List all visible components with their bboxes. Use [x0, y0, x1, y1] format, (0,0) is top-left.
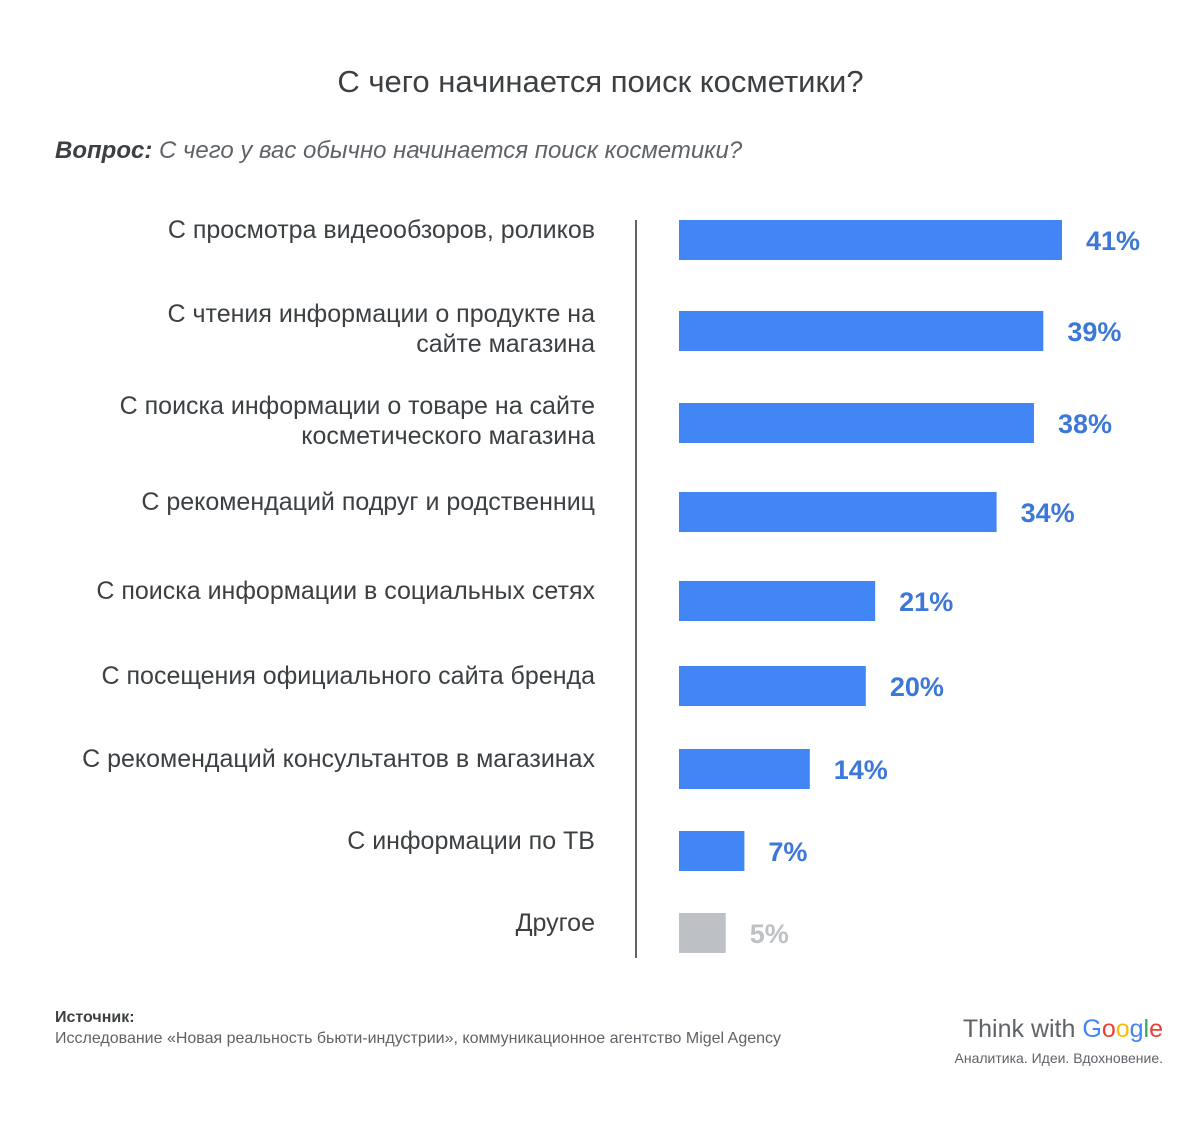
category-label: С рекомендаций подруг и родственниц	[141, 488, 595, 516]
brand-google-letter: o	[1101, 1015, 1116, 1043]
category-label: С информации по ТВ	[347, 827, 595, 855]
bar	[679, 403, 1034, 443]
value-label: 41%	[1086, 226, 1140, 256]
bar	[679, 913, 726, 953]
brand-block: Think with Google Аналитика. Идеи. Вдохн…	[955, 1015, 1163, 1066]
value-label: 39%	[1067, 317, 1121, 347]
value-label: 5%	[750, 919, 789, 949]
question-text: Вопрос: С чего у вас обычно начинается п…	[55, 137, 742, 165]
brand-tagline: Аналитика. Идеи. Вдохновение.	[954, 1050, 1163, 1066]
source-heading: Источник:	[55, 1009, 135, 1026]
brand-google-letter: e	[1149, 1015, 1163, 1043]
brand-google-letter: l	[1143, 1015, 1150, 1043]
category-label: С просмотра видеообзоров, роликов	[168, 216, 595, 244]
bar-chart: 41% С просмотра видеообзоров, роликов 39% С…	[82, 216, 1140, 958]
bar	[679, 831, 745, 871]
category-label: С поиска информации о товаре на сайте	[120, 392, 595, 420]
bar	[679, 492, 997, 532]
brand-prefix: Think with	[962, 1015, 1083, 1043]
value-label: 38%	[1058, 409, 1112, 439]
value-label: 20%	[890, 672, 944, 702]
category-label: С рекомендаций консультантов в магазинах	[82, 745, 595, 773]
category-label: сайте магазина	[416, 330, 595, 358]
question-body: С чего у вас обычно начинается поиск кос…	[152, 137, 743, 164]
brand-google-letter: G	[1082, 1015, 1102, 1043]
value-label: 34%	[1021, 498, 1075, 528]
category-label: С поиска информации в социальных сетях	[96, 577, 595, 605]
category-label: С чтения информации о продукте на	[168, 300, 596, 328]
source-text: Исследование «Новая реальность бьюти-инд…	[55, 1030, 782, 1047]
value-label: 14%	[834, 755, 888, 785]
category-label: косметического магазина	[301, 422, 595, 450]
brand-google-letter: o	[1115, 1015, 1130, 1043]
question-prefix: Вопрос:	[55, 137, 153, 164]
category-label: С посещения официального сайта бренда	[102, 662, 596, 690]
value-label: 21%	[899, 587, 953, 617]
category-label: Другое	[516, 909, 595, 937]
bar	[679, 581, 876, 621]
bar	[679, 749, 810, 789]
bar	[679, 666, 866, 706]
value-label: 7%	[768, 837, 807, 867]
source-block: Источник: Исследование «Новая реальность…	[55, 1007, 795, 1049]
bars-group: 41% С просмотра видеообзоров, роликов 39% С…	[82, 216, 1140, 953]
bar	[679, 220, 1062, 260]
brand-google-letter: g	[1129, 1015, 1144, 1043]
bar	[679, 311, 1044, 351]
chart-title: С чего начинается поиск косметики?	[337, 64, 864, 99]
brand-logo: Think with Google	[955, 1015, 1163, 1044]
